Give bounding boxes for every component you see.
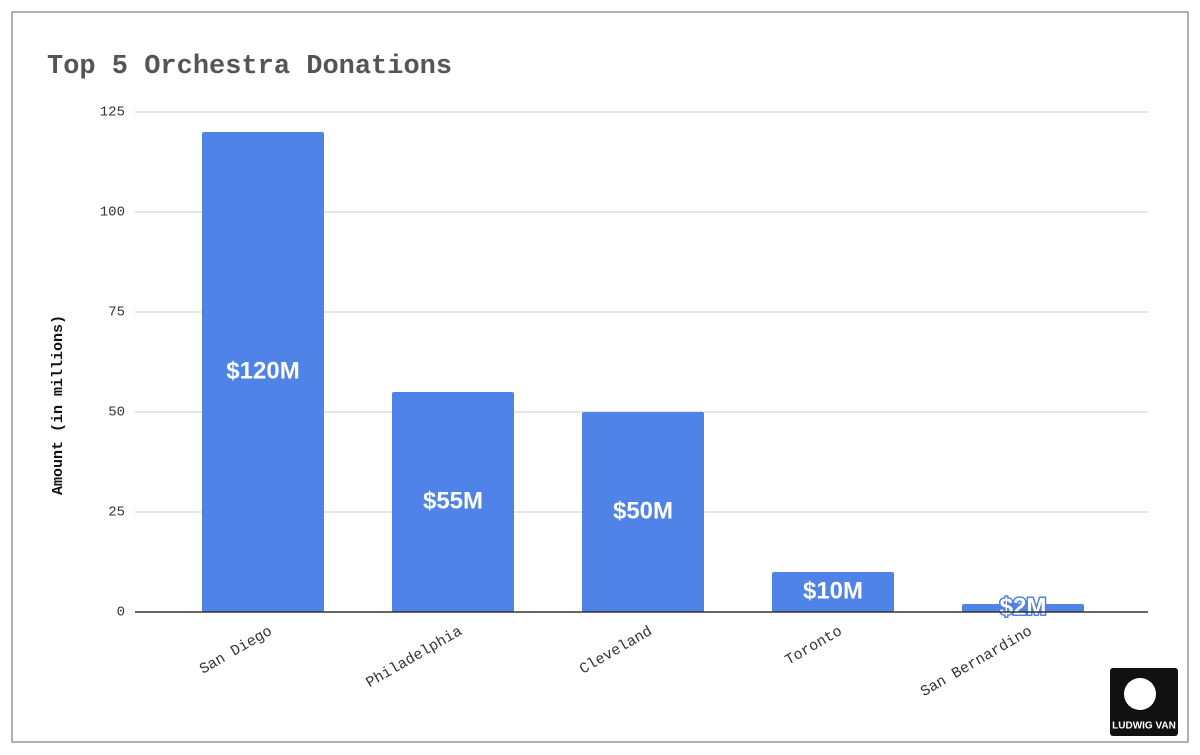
bar	[202, 132, 324, 612]
bar	[772, 572, 894, 612]
chart-title: Top 5 Orchestra Donations	[47, 52, 452, 82]
data-label: $2M	[1000, 593, 1047, 620]
data-label: $120M	[226, 357, 299, 384]
y-tick-label: 50	[108, 405, 125, 421]
logo-text: LUDWIG VAN	[1112, 721, 1176, 732]
bar	[392, 392, 514, 612]
y-tick-label: 100	[100, 205, 125, 221]
y-tick-label: 75	[108, 305, 125, 321]
bar	[582, 412, 704, 612]
logo: LUDWIG VAN	[1110, 668, 1178, 736]
y-tick-label: 25	[108, 505, 125, 521]
y-tick-label: 125	[100, 105, 125, 121]
y-tick-label: 0	[117, 605, 125, 621]
bar	[962, 604, 1084, 612]
data-label: $50M	[613, 497, 673, 524]
data-label: $10M	[803, 577, 863, 604]
logo-face	[1124, 678, 1156, 710]
data-label: $55M	[423, 487, 483, 514]
y-axis-label: Amount (in millions)	[50, 315, 67, 495]
